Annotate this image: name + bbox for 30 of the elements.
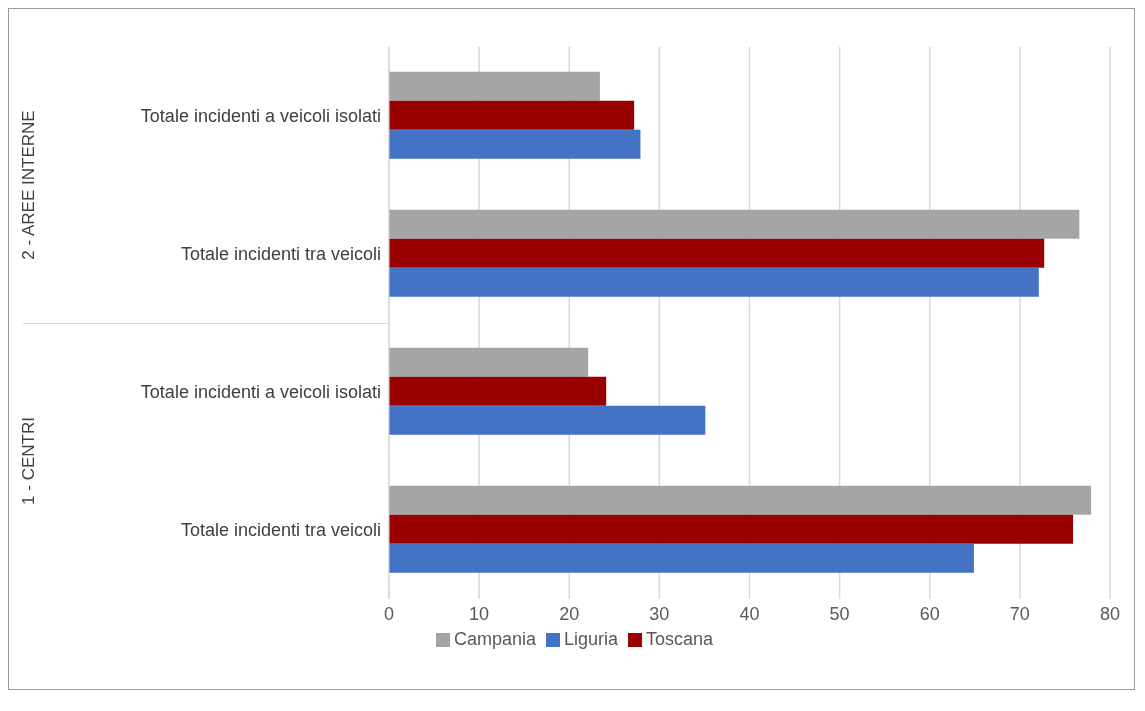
bar [389,100,635,130]
x-tick-label: 70 [1009,603,1030,624]
text: 2 - AREE INTERNE [19,110,39,260]
bar [389,209,1080,239]
x-tick-label: 50 [829,603,850,624]
y-tick-label: Totale incidenti a veicoli isolati [140,382,381,403]
y-tick-label: Totale incidenti tra veicoli [180,520,381,541]
x-tick-label: 40 [739,603,760,624]
y-tick-label: Totale incidenti tra veicoli [180,244,381,265]
bar [389,267,1039,297]
bar [389,514,1074,544]
x-tick-label: 80 [1099,603,1121,624]
text: 1 - CENTRI [19,417,39,505]
legend-label: Campania [453,629,536,649]
x-tick-label: 0 [383,603,395,624]
legend-label: Liguria [563,629,619,649]
bar [389,347,589,377]
bar [389,405,706,435]
bar [389,376,607,406]
bar [389,129,641,159]
x-tick-label: 60 [919,603,940,624]
bar [389,543,974,573]
x-tick-label: 20 [559,603,580,624]
bar [389,71,600,101]
bar [389,485,1092,515]
x-tick-label: 10 [469,603,490,624]
x-tick-label: 30 [649,603,670,624]
legend-label: Toscana [646,629,714,649]
bar [389,238,1045,268]
y-tick-label: Totale incidenti a veicoli isolati [140,106,381,127]
